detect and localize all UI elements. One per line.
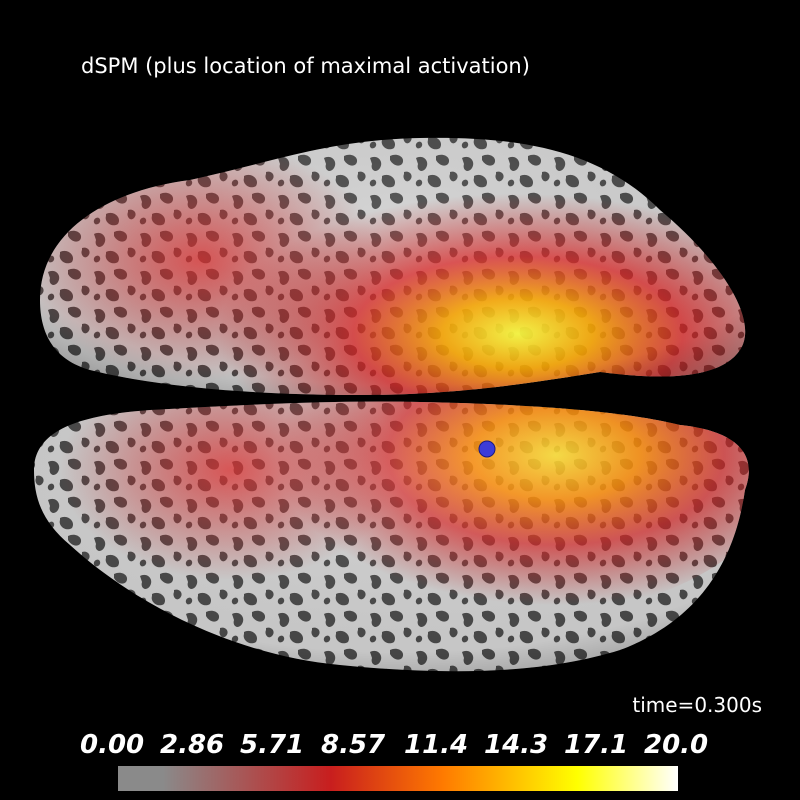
colorbar-tick-label: 2.86 xyxy=(160,730,225,760)
colorbar-tick-labels: 0.00 2.86 5.71 8.57 11.4 14.3 17.1 20.0 xyxy=(80,730,710,762)
colorbar-tick-label: 14.3 xyxy=(484,730,549,760)
bottom-hemisphere[interactable] xyxy=(0,320,800,710)
colorbar-tick-label: 5.71 xyxy=(240,730,305,760)
colorbar-tick-label: 0.00 xyxy=(80,730,145,760)
time-readout: time=0.300s xyxy=(632,693,762,717)
top-hemisphere[interactable] xyxy=(0,100,800,440)
colorbar-tick-label: 17.1 xyxy=(564,730,629,760)
colorbar-tick-label: 11.4 xyxy=(404,730,469,760)
max-activation-marker xyxy=(478,440,496,458)
colorbar-tick-label: 20.0 xyxy=(644,730,709,760)
colorbar-tick-label: 8.57 xyxy=(321,730,386,760)
figure-title: dSPM (plus location of maximal activatio… xyxy=(81,54,530,78)
colorbar xyxy=(118,766,678,791)
